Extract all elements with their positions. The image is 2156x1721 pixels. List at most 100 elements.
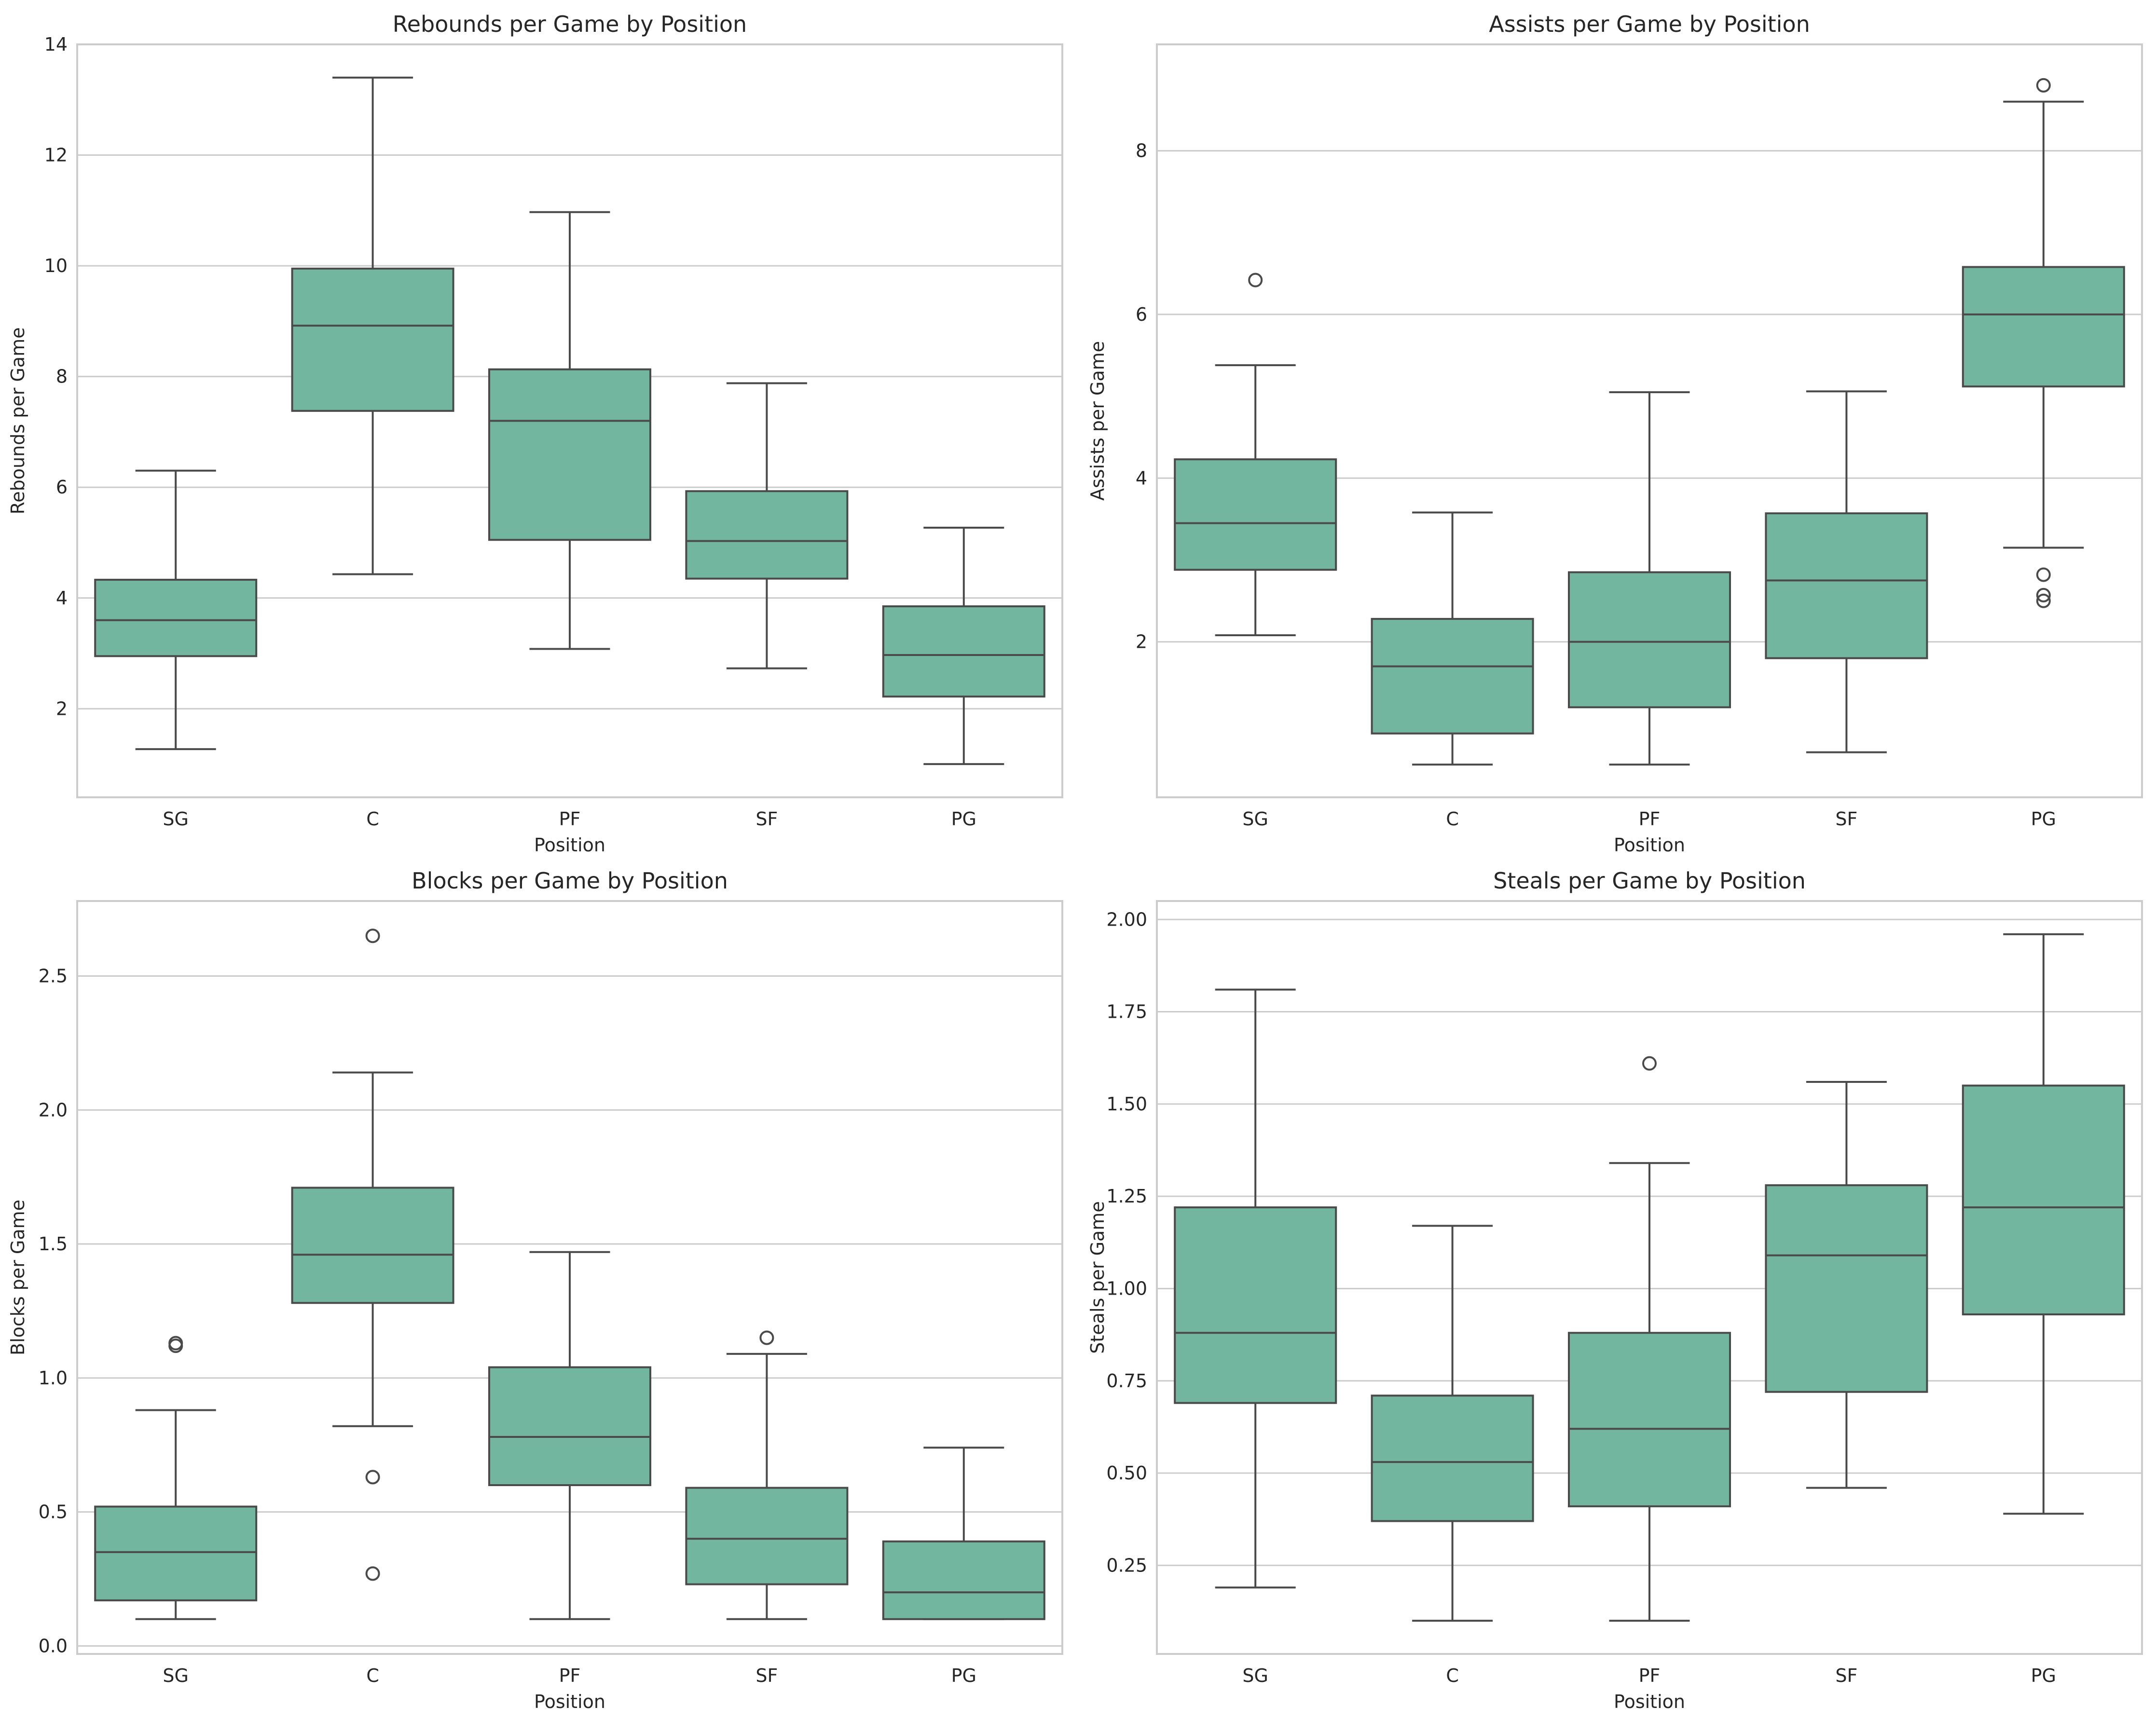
- x-tick-label: PF: [559, 1665, 581, 1686]
- outlier-point: [759, 1330, 774, 1345]
- chart-title: Steals per Game by Position: [1493, 868, 1806, 894]
- x-tick-label: PG: [951, 1665, 976, 1686]
- box-PF: [488, 211, 651, 650]
- x-tick-label: C: [1446, 1665, 1459, 1686]
- y-tick-label: 14: [44, 34, 68, 55]
- box-SG: [1174, 273, 1337, 637]
- subplot-4: 0.25 0.50 0.75 1.00 1.25 1.50 1.75 2.00 SG C PF SF P…: [1087, 868, 2143, 1712]
- x-tick-label: C: [366, 808, 379, 830]
- y-tick-label: 4: [1136, 467, 1147, 489]
- y-tick-label: 2.5: [39, 966, 68, 987]
- outlier-point: [2036, 567, 2051, 582]
- y-tick-label: 2.00: [1106, 909, 1147, 930]
- y-tick-label: 2: [1136, 631, 1147, 653]
- x-tick-label: PF: [1639, 1665, 1661, 1686]
- subplot-2: 2 4 6 8 SG C PF SF PG Assists per Game by Positio…: [1087, 11, 2143, 856]
- chart-title: Blocks per Game by Position: [412, 868, 728, 894]
- y-axis-label: Steals per Game: [1087, 1201, 1108, 1353]
- iqr-box: [291, 1187, 454, 1304]
- y-tick-label: 12: [44, 145, 68, 166]
- x-tick-label: SG: [163, 808, 189, 830]
- y-tick-label: 1.00: [1106, 1278, 1147, 1299]
- outlier-point: [1248, 273, 1263, 287]
- x-tick-label: SF: [1835, 808, 1857, 830]
- subplot-3: 0.0 0.5 1.0 1.5 2.0 2.5 SG C PF SF PG Blocks per Ga…: [7, 868, 1063, 1712]
- iqr-box: [1371, 618, 1534, 735]
- y-tick-label: 0.0: [39, 1635, 68, 1656]
- y-tick-label: 1.5: [39, 1233, 68, 1255]
- chart-title: Rebounds per Game by Position: [393, 11, 747, 37]
- y-tick-label: 1.25: [1106, 1186, 1147, 1207]
- x-tick-label: SF: [755, 808, 778, 830]
- box-C: [1371, 1225, 1534, 1622]
- y-axis-label: Assists per Game: [1087, 341, 1108, 501]
- box-PF: [1568, 391, 1731, 766]
- iqr-box: [882, 1540, 1045, 1620]
- y-tick-label: 0.75: [1106, 1370, 1147, 1392]
- outlier-point: [2036, 78, 2051, 93]
- y-tick-label: 0.50: [1106, 1462, 1147, 1484]
- box-SF: [1765, 1080, 1928, 1489]
- subplot-1: 2 4 6 8 10 12 14 SG C PF SF PG Rebounds per Game by …: [7, 11, 1063, 856]
- y-axis-label: Rebounds per Game: [7, 328, 28, 515]
- iqr-box: [685, 1487, 849, 1585]
- iqr-box: [488, 1366, 651, 1487]
- outlier-point: [1642, 1056, 1657, 1071]
- iqr-box: [1568, 571, 1731, 709]
- iqr-box: [1371, 1394, 1534, 1522]
- iqr-box: [1174, 458, 1337, 571]
- y-tick-label: 2: [56, 698, 68, 719]
- x-tick-label: SF: [1835, 1665, 1857, 1686]
- outlier-point: [365, 1566, 380, 1581]
- y-tick-label: 6: [1136, 304, 1147, 325]
- box-PF: [1568, 1056, 1731, 1622]
- outlier-point: [365, 929, 380, 943]
- box-SG: [94, 469, 258, 751]
- box-SF: [1765, 390, 1928, 753]
- box-PG: [882, 1447, 1045, 1620]
- x-axis-label: Position: [1614, 1691, 1685, 1712]
- chart-title: Assists per Game by Position: [1489, 11, 1810, 37]
- x-tick-label: PF: [559, 808, 581, 830]
- y-tick-label: 0.5: [39, 1502, 68, 1523]
- box-PG: [882, 527, 1045, 765]
- x-tick-label: PG: [2031, 808, 2056, 830]
- box-SG: [1174, 988, 1337, 1589]
- box-SF: [685, 382, 849, 669]
- iqr-box: [488, 368, 651, 541]
- iqr-box: [1962, 266, 2125, 388]
- iqr-box: [291, 267, 454, 412]
- iqr-box: [94, 578, 258, 657]
- iqr-box: [1568, 1332, 1731, 1507]
- y-tick-label: 1.0: [39, 1367, 68, 1389]
- x-tick-label: PG: [2031, 1665, 2056, 1686]
- x-axis-label: Position: [1614, 834, 1685, 856]
- iqr-box: [685, 490, 849, 580]
- x-tick-label: SF: [755, 1665, 778, 1686]
- y-tick-label: 6: [56, 477, 68, 498]
- y-axis-label: Blocks per Game: [7, 1200, 28, 1355]
- y-tick-label: 8: [1136, 140, 1147, 162]
- y-tick-label: 0.25: [1106, 1555, 1147, 1576]
- box-PG: [1962, 78, 2125, 608]
- y-tick-label: 10: [44, 255, 68, 276]
- x-tick-label: SG: [1242, 808, 1268, 830]
- x-tick-label: SG: [163, 1665, 189, 1686]
- y-tick-label: 4: [56, 587, 68, 609]
- x-tick-label: PG: [951, 808, 976, 830]
- y-tick-label: 1.75: [1106, 1001, 1147, 1023]
- x-tick-label: C: [366, 1665, 379, 1686]
- box-C: [291, 76, 454, 575]
- x-axis-label: Position: [534, 1691, 605, 1712]
- y-tick-label: 1.50: [1106, 1093, 1147, 1115]
- x-tick-label: SG: [1242, 1665, 1268, 1686]
- iqr-box: [1962, 1084, 2125, 1316]
- iqr-box: [1765, 1184, 1928, 1393]
- y-tick-label: 2.0: [39, 1099, 68, 1120]
- box-PG: [1962, 933, 2125, 1515]
- outlier-point: [2036, 587, 2051, 602]
- x-axis-label: Position: [534, 834, 605, 856]
- iqr-box: [1174, 1206, 1337, 1404]
- outlier-point: [2036, 593, 2051, 608]
